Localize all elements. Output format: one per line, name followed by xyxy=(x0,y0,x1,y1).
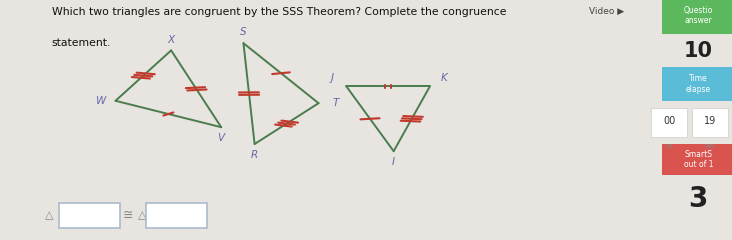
Text: Questio
answer: Questio answer xyxy=(684,6,713,25)
Text: R: R xyxy=(251,150,258,160)
Text: △: △ xyxy=(45,210,53,220)
Text: T: T xyxy=(332,98,338,108)
FancyBboxPatch shape xyxy=(662,67,732,101)
FancyBboxPatch shape xyxy=(651,108,687,137)
Text: Video ▶: Video ▶ xyxy=(589,7,624,16)
Text: W: W xyxy=(97,96,107,106)
FancyBboxPatch shape xyxy=(146,203,207,228)
Text: K: K xyxy=(441,73,447,83)
Text: X: X xyxy=(168,35,175,45)
Text: statement.: statement. xyxy=(51,38,111,48)
Text: Which two triangles are congruent by the SSS Theorem? Complete the congruence: Which two triangles are congruent by the… xyxy=(51,7,506,17)
Text: ≅: ≅ xyxy=(123,209,133,222)
Text: 19: 19 xyxy=(704,116,716,126)
FancyBboxPatch shape xyxy=(662,144,732,175)
Text: 10: 10 xyxy=(684,41,713,61)
Text: MIN: MIN xyxy=(705,144,715,149)
FancyBboxPatch shape xyxy=(662,0,732,34)
Text: HR: HR xyxy=(665,144,673,149)
Text: 3: 3 xyxy=(689,185,708,213)
Text: △: △ xyxy=(138,210,146,220)
Text: SmartS
out of 1: SmartS out of 1 xyxy=(684,150,713,169)
Text: Time
elapse: Time elapse xyxy=(686,74,711,94)
FancyBboxPatch shape xyxy=(692,108,728,137)
Text: 00: 00 xyxy=(663,116,675,126)
Text: S: S xyxy=(240,27,247,37)
FancyBboxPatch shape xyxy=(59,203,120,228)
Text: J: J xyxy=(331,73,334,83)
Text: I: I xyxy=(392,157,395,167)
Text: V: V xyxy=(217,133,225,143)
